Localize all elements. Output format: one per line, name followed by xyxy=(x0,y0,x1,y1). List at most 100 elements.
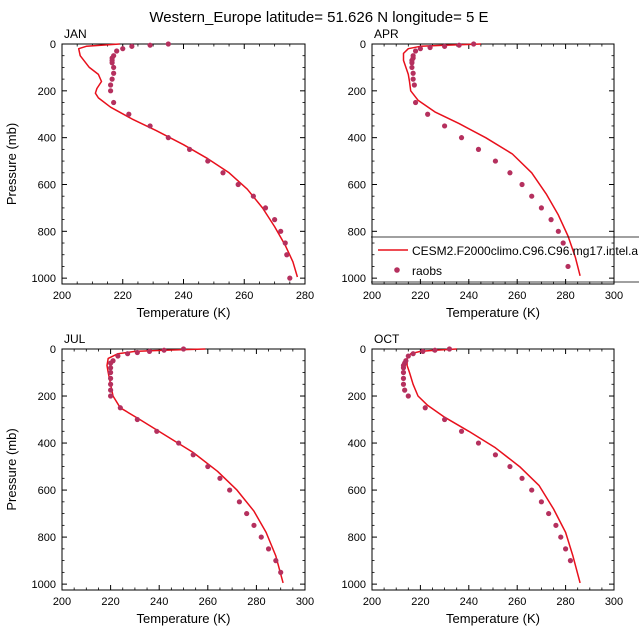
raobs-point xyxy=(420,348,426,354)
raobs-point xyxy=(108,381,114,387)
raobs-point xyxy=(146,348,153,354)
x-tick-label: 240 xyxy=(460,596,478,608)
raobs-point xyxy=(109,60,115,66)
raobs-point xyxy=(284,252,290,258)
x-tick-label: 220 xyxy=(101,596,119,608)
raobs-point xyxy=(432,347,438,353)
raobs-point xyxy=(108,369,114,376)
y-tick-label: 800 xyxy=(348,532,366,544)
raobs-point xyxy=(134,349,140,356)
raobs-point xyxy=(417,46,423,52)
panel-jul: 200 220 240 260 280 300 0 200 400 600 800 1000 Tempe… xyxy=(4,332,314,626)
x-tick-label: 300 xyxy=(605,596,623,608)
y-tick-label: 600 xyxy=(38,485,56,497)
x-tick-label: 240 xyxy=(174,290,192,302)
panel-oct: 200 220 240 260 280 300 0 200 400 600 800 1000 Tempe… xyxy=(342,332,624,626)
raobs-point xyxy=(262,205,269,211)
raobs-point xyxy=(125,351,131,357)
model-profile-line xyxy=(106,348,284,584)
y-axis-label: Pressure (mb) xyxy=(4,428,19,510)
raobs-point xyxy=(412,48,419,54)
raobs-point xyxy=(258,534,264,540)
y-tick-label: 400 xyxy=(348,133,366,145)
raobs-point xyxy=(565,263,571,270)
x-tick-label: 280 xyxy=(556,290,574,302)
y-tick-label: 400 xyxy=(38,133,56,145)
y-tick-label: 0 xyxy=(50,344,56,356)
y-tick-label: 0 xyxy=(50,39,56,51)
raobs-point xyxy=(244,510,250,517)
raobs-point xyxy=(400,365,407,371)
y-tick-label: 800 xyxy=(38,532,56,544)
raobs-point xyxy=(108,375,114,381)
y-tick-label: 600 xyxy=(38,179,56,191)
y-tick-label: 800 xyxy=(38,226,56,238)
y-tick-label: 0 xyxy=(360,39,366,51)
y-tick-label: 1000 xyxy=(342,273,366,285)
raobs-point xyxy=(548,217,554,223)
raobs-point xyxy=(126,111,132,117)
x-tick-label: 200 xyxy=(363,596,381,608)
raobs-point xyxy=(129,43,135,49)
panel-month-label: JUL xyxy=(64,332,86,346)
panel-month-label: OCT xyxy=(374,332,400,346)
raobs-point xyxy=(108,365,114,371)
legend-obs-dot-swatch xyxy=(394,267,400,273)
raobs-point xyxy=(278,569,284,575)
y-tick-label: 1000 xyxy=(32,579,56,591)
raobs-point xyxy=(111,64,117,71)
x-axis-label: Temperature (K) xyxy=(137,611,231,626)
x-axis-label: Temperature (K) xyxy=(137,305,231,320)
raobs-point xyxy=(410,351,416,357)
raobs-point xyxy=(456,42,462,48)
raobs-point xyxy=(115,353,121,359)
raobs-point xyxy=(405,353,411,359)
raobs-point xyxy=(134,416,140,423)
x-tick-label: 200 xyxy=(53,596,71,608)
y-tick-label: 1000 xyxy=(342,579,366,591)
raobs-point xyxy=(519,475,525,481)
raobs-point xyxy=(471,41,477,47)
raobs-point xyxy=(567,558,574,564)
x-tick-label: 300 xyxy=(296,596,314,608)
model-profile-line xyxy=(406,348,581,584)
raobs-point xyxy=(409,64,415,71)
raobs-point xyxy=(111,70,117,76)
raobs-point xyxy=(272,217,278,223)
raobs-point xyxy=(165,135,171,141)
model-profile-line xyxy=(402,43,581,276)
raobs-point xyxy=(442,416,448,423)
raobs-point xyxy=(446,346,453,352)
raobs-point xyxy=(558,534,564,540)
raobs-point xyxy=(410,70,416,76)
raobs-point xyxy=(108,387,114,393)
raobs-point xyxy=(475,440,482,446)
raobs-point xyxy=(560,240,566,246)
raobs-point xyxy=(111,99,117,106)
raobs-point xyxy=(402,387,408,393)
raobs-point xyxy=(180,346,187,352)
raobs-point xyxy=(427,44,433,51)
raobs-point xyxy=(265,546,272,552)
y-tick-label: 200 xyxy=(38,391,56,403)
raobs-point xyxy=(282,240,288,246)
raobs-point xyxy=(108,88,114,94)
raobs-point xyxy=(410,76,416,82)
raobs-point xyxy=(236,499,242,505)
legend: CESM2.F2000climo.C96.C96.mg17.intel.a ra… xyxy=(371,236,639,283)
raobs-point xyxy=(205,463,211,470)
raobs-point xyxy=(529,193,535,199)
raobs-point xyxy=(205,158,211,164)
raobs-point xyxy=(405,393,411,399)
raobs-point xyxy=(400,375,407,381)
raobs-point xyxy=(555,228,561,234)
raobs-point xyxy=(287,275,293,281)
plot-frame xyxy=(61,348,306,591)
raobs-point xyxy=(409,60,415,66)
raobs-point xyxy=(400,381,407,387)
raobs-point xyxy=(492,158,499,164)
raobs-point xyxy=(154,428,160,434)
raobs-point xyxy=(546,510,552,517)
panel-month-label: APR xyxy=(374,27,399,41)
